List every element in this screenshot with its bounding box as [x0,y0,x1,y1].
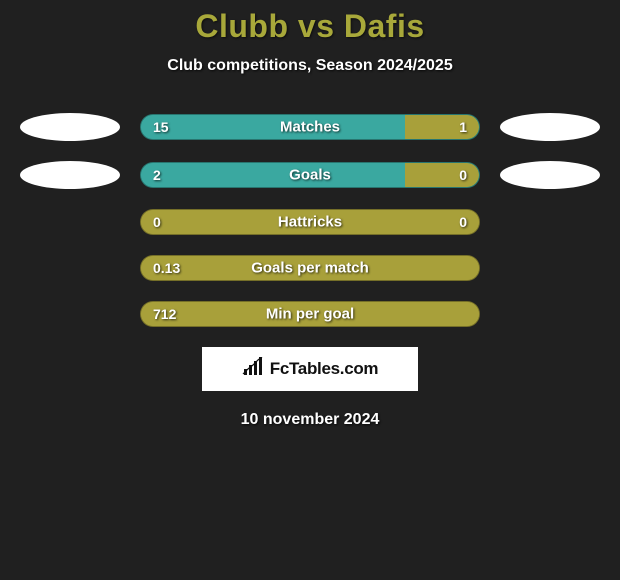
stat-value-left: 15 [153,119,169,135]
stat-label: Goals per match [251,260,369,277]
date-line: 10 november 2024 [0,411,620,429]
stat-value-right: 0 [459,214,467,230]
stat-bar-right-segment [405,115,479,139]
player-photo-placeholder [20,161,120,189]
stat-bar: Hattricks 0 0 [140,209,480,235]
stat-value-right: 0 [459,167,467,183]
stat-bar: Min per goal 712 [140,301,480,327]
stat-label: Min per goal [266,306,354,323]
stat-label: Matches [280,119,340,136]
stats-region: Matches 15 1 Goals 2 0 Hattricks 0 0 Goals per ma… [0,113,620,327]
stat-label: Hattricks [278,214,342,231]
player-photo-placeholder [500,161,600,189]
page-title: Clubb vs Dafis [0,8,620,45]
comparison-container: Clubb vs Dafis Club competitions, Season… [0,0,620,429]
stat-row: Matches 15 1 [0,113,620,141]
stat-value-right: 1 [459,119,467,135]
left-player-slot [20,113,120,141]
right-player-slot [500,161,600,189]
stat-row: Min per goal 712 [0,301,620,327]
stat-bar-right-segment [405,163,479,187]
stat-bar: Goals per match 0.13 [140,255,480,281]
stat-row: Goals per match 0.13 [0,255,620,281]
source-logo: FcTables.com [202,347,418,391]
stat-row: Goals 2 0 [0,161,620,189]
stat-label: Goals [289,167,331,184]
bar-chart-icon [242,357,264,382]
player-photo-placeholder [20,113,120,141]
logo-text: FcTables.com [270,359,379,379]
right-player-slot [500,113,600,141]
player-photo-placeholder [500,113,600,141]
stat-bar: Matches 15 1 [140,114,480,140]
stat-bar: Goals 2 0 [140,162,480,188]
left-player-slot [20,161,120,189]
stat-value-left: 0 [153,214,161,230]
stat-value-left: 712 [153,306,176,322]
stat-value-left: 0.13 [153,260,180,276]
stat-row: Hattricks 0 0 [0,209,620,235]
stat-bar-left-segment [141,115,405,139]
page-subtitle: Club competitions, Season 2024/2025 [0,57,620,75]
stat-bar-left-segment [141,163,405,187]
stat-value-left: 2 [153,167,161,183]
